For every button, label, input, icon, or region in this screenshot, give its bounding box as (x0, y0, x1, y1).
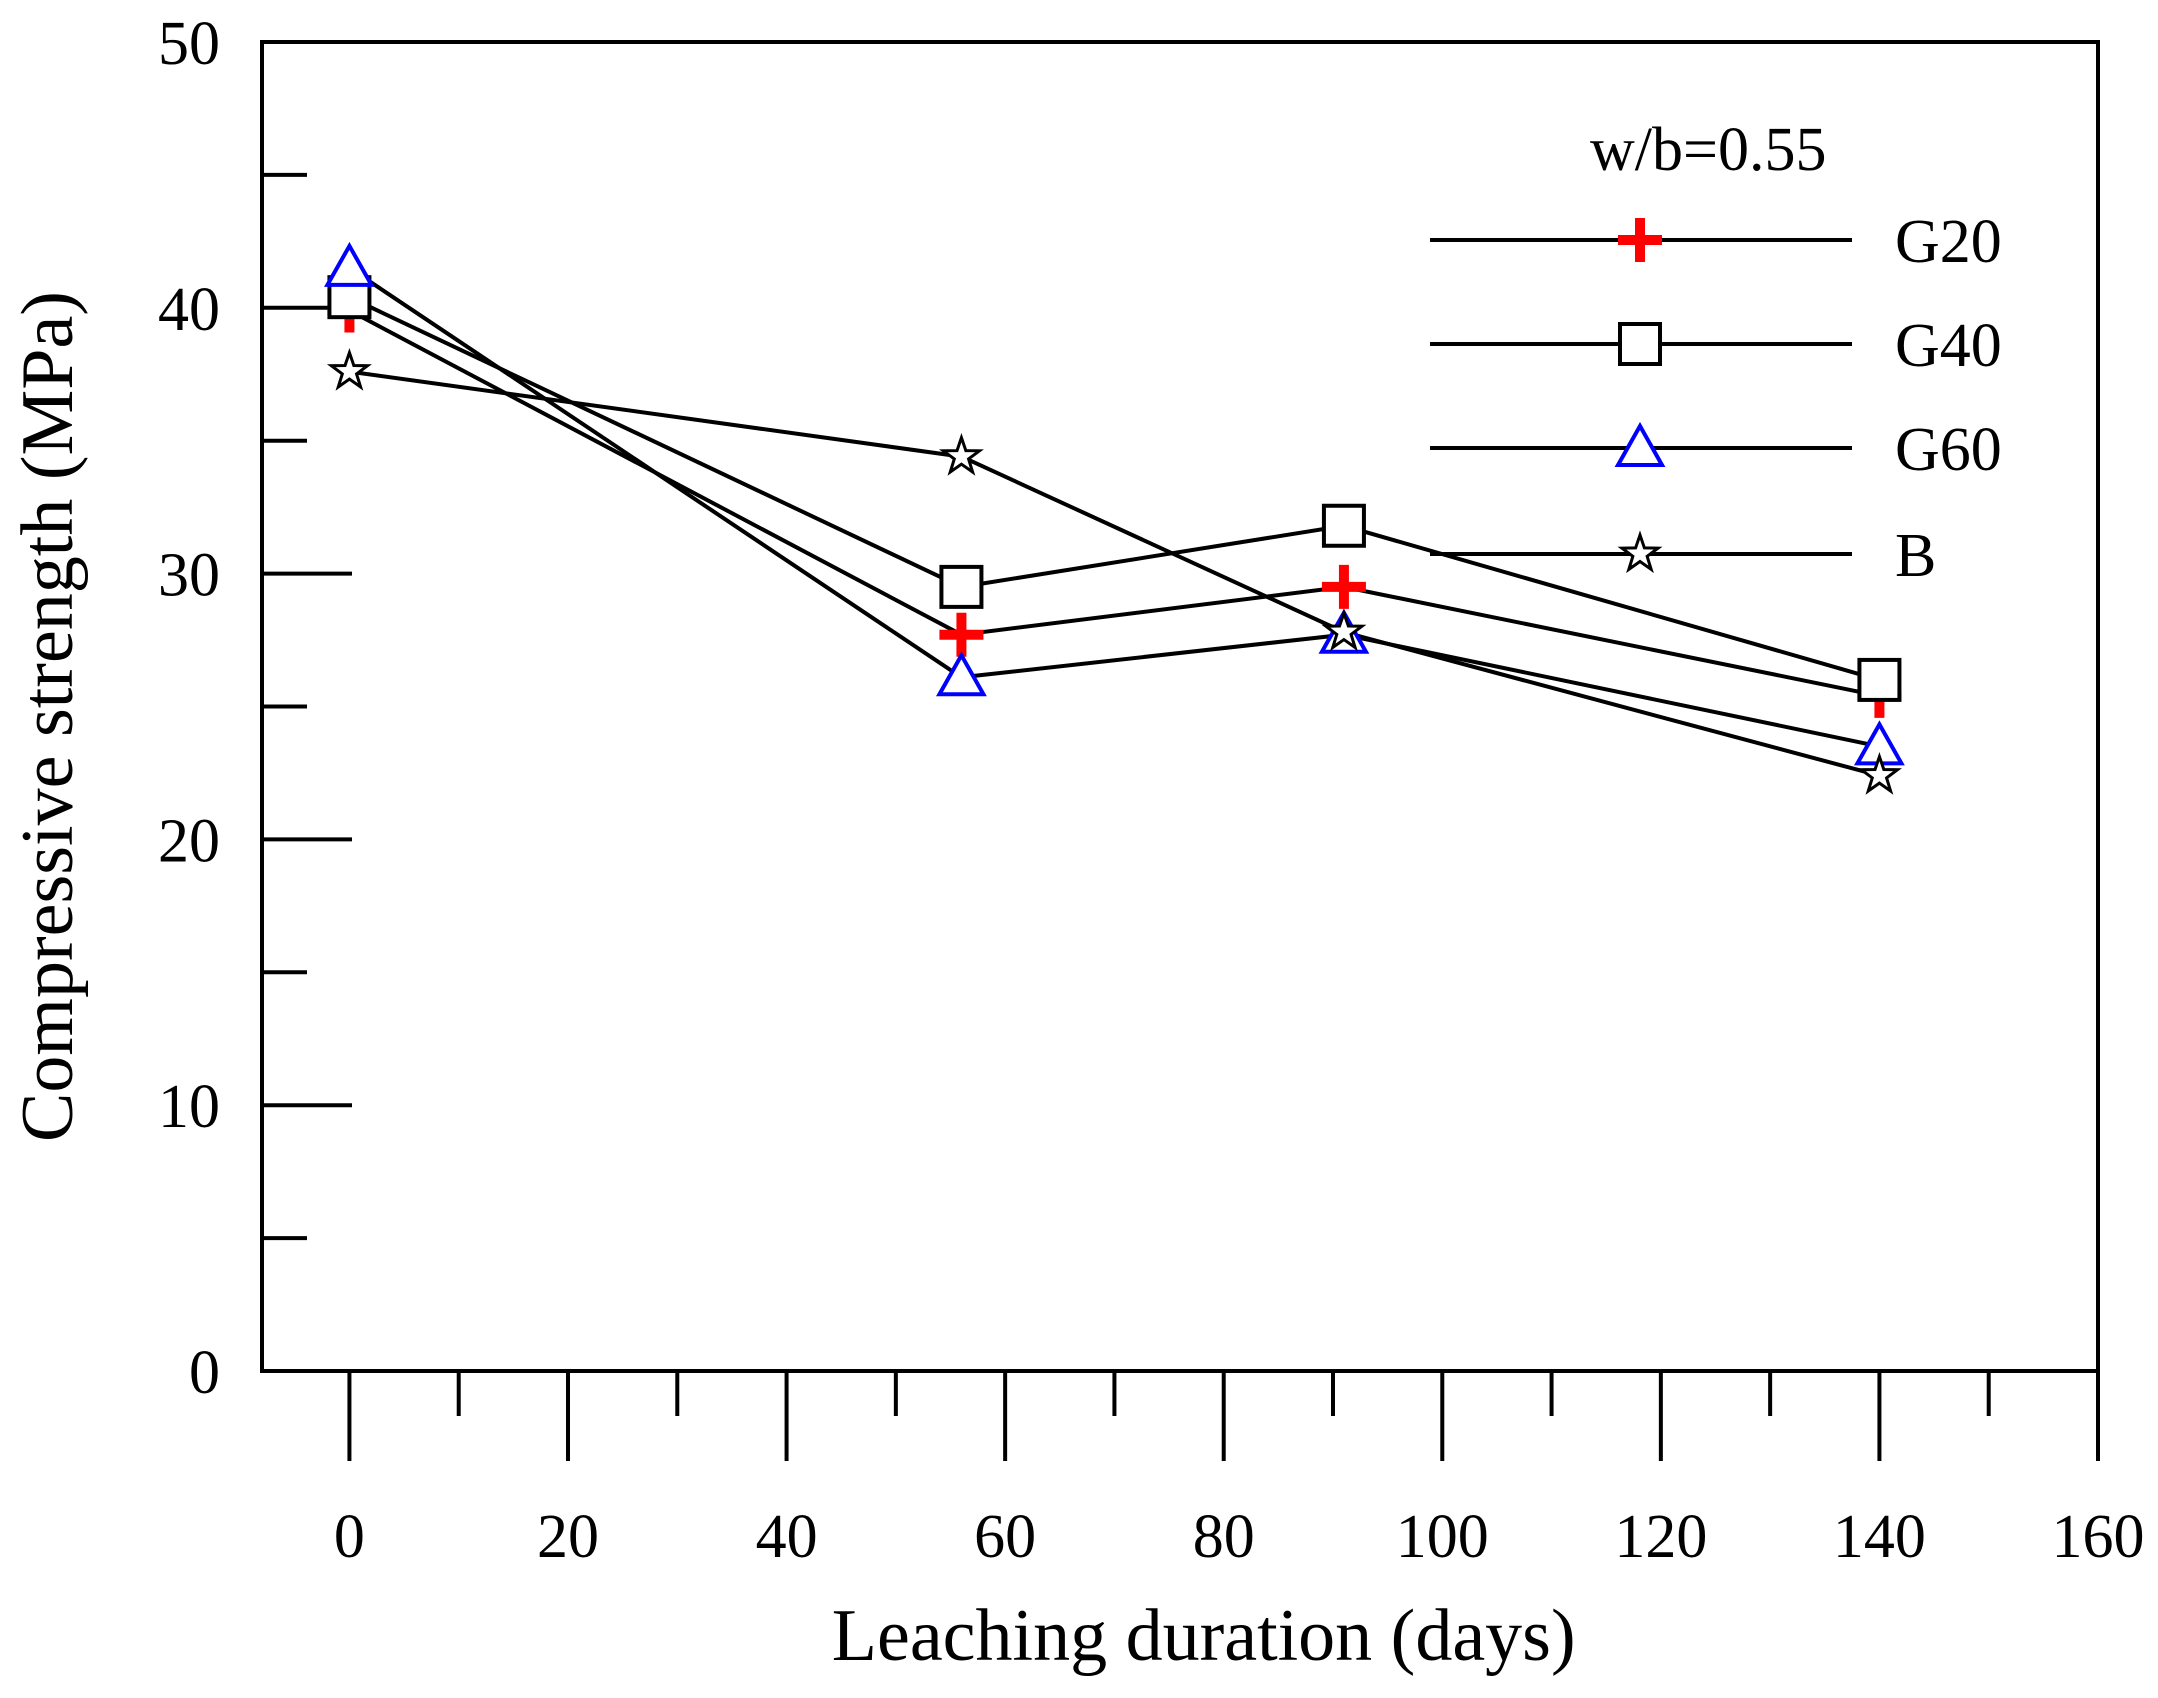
data-point-g40 (1321, 503, 1366, 548)
legend-label-b: B (1895, 522, 1936, 590)
y-tick-label: 50 (158, 10, 220, 78)
star-marker-shape (1321, 608, 1367, 652)
data-point-b (1856, 751, 1902, 795)
star-marker-shape (1856, 751, 1902, 795)
x-tick-label: 40 (756, 1503, 818, 1571)
x-tick-label: 60 (974, 1503, 1036, 1571)
x-tick-label: 160 (2052, 1503, 2145, 1571)
triangle-marker-shape (936, 651, 987, 697)
series-markers (324, 241, 1905, 795)
x-axis-title: Leaching duration (days) (832, 1595, 1576, 1677)
square-marker-shape (1857, 657, 1902, 702)
x-tick-label: 100 (1396, 1503, 1489, 1571)
y-axis-title: Compressive strength (MPa) (7, 291, 89, 1142)
star-marker-shape (326, 347, 372, 391)
y-tick-label: 10 (158, 1073, 220, 1141)
legend-marker-g60 (1614, 421, 1666, 467)
legend-title: w/b=0.55 (1590, 116, 1826, 184)
data-point-b (938, 433, 984, 476)
data-point-g20 (939, 612, 984, 657)
data-point-g60 (324, 241, 375, 287)
x-tick-label: 80 (1193, 1503, 1255, 1571)
data-point-g60 (936, 651, 987, 697)
triangle-marker-shape (324, 241, 375, 287)
x-tick-label: 0 (334, 1503, 365, 1571)
star-marker-shape (938, 433, 984, 476)
y-tick-label: 40 (158, 276, 220, 344)
square-marker-shape (1618, 322, 1662, 366)
legend-label-g20: G20 (1895, 208, 2002, 276)
star-marker-shape (1617, 530, 1663, 574)
series-lines (348, 266, 1880, 778)
y-tick-label: 20 (158, 807, 220, 875)
series-line-g40 (348, 295, 1880, 682)
x-tick-label: 140 (1833, 1503, 1926, 1571)
data-point-g40 (939, 564, 984, 609)
data-point-b (326, 347, 372, 391)
square-marker-shape (939, 564, 984, 609)
y-tick-label: 30 (158, 542, 220, 610)
data-point-b (1321, 608, 1367, 652)
ticks: 0 10 20 30 40 50 0 20 40 60 80 100 120 140 160 (158, 10, 2145, 1571)
legend-marker-b (1617, 530, 1663, 574)
legend-label-g40: G40 (1895, 312, 2002, 380)
triangle-marker-shape (1614, 421, 1666, 467)
data-point-g40 (1857, 657, 1902, 702)
legend-label-g60: G60 (1895, 416, 2002, 484)
legend-marker-g20 (1618, 218, 1662, 262)
x-tick-label: 120 (1614, 1503, 1707, 1571)
series-line-b (349, 369, 1880, 778)
y-tick-label: 0 (189, 1339, 220, 1407)
series-line-g60 (348, 266, 1880, 749)
data-point-g20 (1321, 564, 1366, 609)
legend-marker-g40 (1618, 322, 1662, 366)
square-marker-shape (1321, 503, 1366, 548)
x-tick-label: 20 (537, 1503, 599, 1571)
legend: w/b=0.55 G20 G40 G60 B (1430, 116, 2002, 590)
